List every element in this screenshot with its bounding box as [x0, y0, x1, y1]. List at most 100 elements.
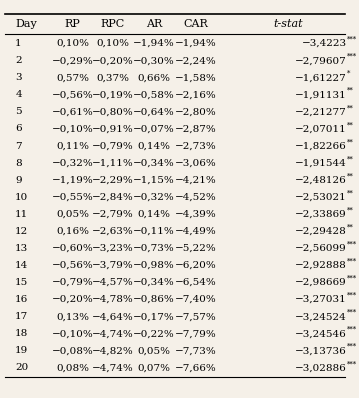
Text: ***: ***: [347, 53, 357, 61]
Text: −4,82%: −4,82%: [92, 346, 134, 355]
Text: **: **: [347, 87, 354, 95]
Text: −0,79%: −0,79%: [52, 278, 93, 287]
Text: −7,79%: −7,79%: [175, 329, 217, 338]
Text: **: **: [347, 189, 354, 197]
Text: −1,91544: −1,91544: [295, 158, 347, 168]
Text: −0,29%: −0,29%: [52, 56, 93, 65]
Text: −0,32%: −0,32%: [133, 193, 175, 202]
Text: −2,84%: −2,84%: [92, 193, 134, 202]
Text: 0,07%: 0,07%: [137, 363, 171, 373]
Text: 0,66%: 0,66%: [137, 73, 171, 82]
Text: −3,27031: −3,27031: [295, 295, 347, 304]
Text: −1,61227: −1,61227: [295, 73, 347, 82]
Text: RP: RP: [65, 20, 80, 29]
Text: −0,17%: −0,17%: [133, 312, 175, 321]
Text: ***: ***: [347, 258, 357, 266]
Text: −3,23%: −3,23%: [92, 244, 134, 253]
Text: −2,87%: −2,87%: [175, 125, 217, 133]
Text: −0,07%: −0,07%: [133, 125, 175, 133]
Text: −0,30%: −0,30%: [133, 56, 175, 65]
Text: **: **: [347, 155, 354, 163]
Text: −1,91131: −1,91131: [295, 90, 347, 100]
Text: 14: 14: [15, 261, 28, 270]
Text: −2,48126: −2,48126: [295, 176, 347, 185]
Text: −7,57%: −7,57%: [175, 312, 217, 321]
Text: −2,53021: −2,53021: [295, 193, 347, 202]
Text: **: **: [347, 207, 354, 215]
Text: −0,11%: −0,11%: [133, 227, 175, 236]
Text: −0,34%: −0,34%: [133, 158, 175, 168]
Text: −0,32%: −0,32%: [52, 158, 93, 168]
Text: 0,10%: 0,10%: [96, 39, 129, 48]
Text: −0,20%: −0,20%: [52, 295, 93, 304]
Text: RPC: RPC: [101, 20, 125, 29]
Text: −4,74%: −4,74%: [92, 363, 134, 373]
Text: 2: 2: [15, 56, 22, 65]
Text: AR: AR: [146, 20, 162, 29]
Text: −0,56%: −0,56%: [52, 90, 93, 100]
Text: 0,05%: 0,05%: [137, 346, 171, 355]
Text: 11: 11: [15, 210, 28, 219]
Text: 0,16%: 0,16%: [56, 227, 89, 236]
Text: −2,33869: −2,33869: [295, 210, 347, 219]
Text: −4,52%: −4,52%: [175, 193, 217, 202]
Text: 7: 7: [15, 142, 22, 150]
Text: −1,15%: −1,15%: [133, 176, 175, 185]
Text: −0,55%: −0,55%: [52, 193, 93, 202]
Text: 0,05%: 0,05%: [56, 210, 89, 219]
Text: −3,06%: −3,06%: [175, 158, 217, 168]
Text: ***: ***: [347, 241, 357, 249]
Text: 4: 4: [15, 90, 22, 100]
Text: ***: ***: [347, 36, 357, 44]
Text: −0,20%: −0,20%: [92, 56, 134, 65]
Text: −0,61%: −0,61%: [52, 107, 93, 116]
Text: **: **: [347, 121, 354, 129]
Text: −2,98669: −2,98669: [295, 278, 347, 287]
Text: −4,74%: −4,74%: [92, 329, 134, 338]
Text: −2,29%: −2,29%: [92, 176, 134, 185]
Text: −2,07011: −2,07011: [295, 125, 347, 133]
Text: 15: 15: [15, 278, 28, 287]
Text: CAR: CAR: [183, 20, 208, 29]
Text: −1,58%: −1,58%: [175, 73, 217, 82]
Text: 10: 10: [15, 193, 28, 202]
Text: −6,20%: −6,20%: [175, 261, 217, 270]
Text: 0,14%: 0,14%: [137, 210, 171, 219]
Text: 0,11%: 0,11%: [56, 142, 89, 150]
Text: 1: 1: [15, 39, 22, 48]
Text: ***: ***: [347, 326, 357, 334]
Text: ***: ***: [347, 360, 357, 368]
Text: −0,08%: −0,08%: [52, 346, 93, 355]
Text: −0,58%: −0,58%: [133, 90, 175, 100]
Text: −3,4223: −3,4223: [302, 39, 347, 48]
Text: −1,82266: −1,82266: [295, 142, 347, 150]
Text: −3,24524: −3,24524: [295, 312, 347, 321]
Text: −1,19%: −1,19%: [52, 176, 93, 185]
Text: −2,80%: −2,80%: [175, 107, 217, 116]
Text: −0,80%: −0,80%: [92, 107, 134, 116]
Text: −1,11%: −1,11%: [92, 158, 134, 168]
Text: **: **: [347, 224, 354, 232]
Text: 13: 13: [15, 244, 28, 253]
Text: 20: 20: [15, 363, 28, 373]
Text: −0,79%: −0,79%: [92, 142, 134, 150]
Text: 0,37%: 0,37%: [96, 73, 129, 82]
Text: 6: 6: [15, 125, 22, 133]
Text: −2,79%: −2,79%: [92, 210, 134, 219]
Text: 0,14%: 0,14%: [137, 142, 171, 150]
Text: ***: ***: [347, 275, 357, 283]
Text: 0,08%: 0,08%: [56, 363, 89, 373]
Text: −0,10%: −0,10%: [52, 329, 93, 338]
Text: −2,79607: −2,79607: [295, 56, 347, 65]
Text: **: **: [347, 172, 354, 180]
Text: −4,21%: −4,21%: [175, 176, 217, 185]
Text: −7,40%: −7,40%: [175, 295, 217, 304]
Text: 0,57%: 0,57%: [56, 73, 89, 82]
Text: −7,73%: −7,73%: [175, 346, 217, 355]
Text: 3: 3: [15, 73, 22, 82]
Text: −3,79%: −3,79%: [92, 261, 134, 270]
Text: 9: 9: [15, 176, 22, 185]
Text: −2,56099: −2,56099: [295, 244, 347, 253]
Text: −2,16%: −2,16%: [175, 90, 217, 100]
Text: 0,10%: 0,10%: [56, 39, 89, 48]
